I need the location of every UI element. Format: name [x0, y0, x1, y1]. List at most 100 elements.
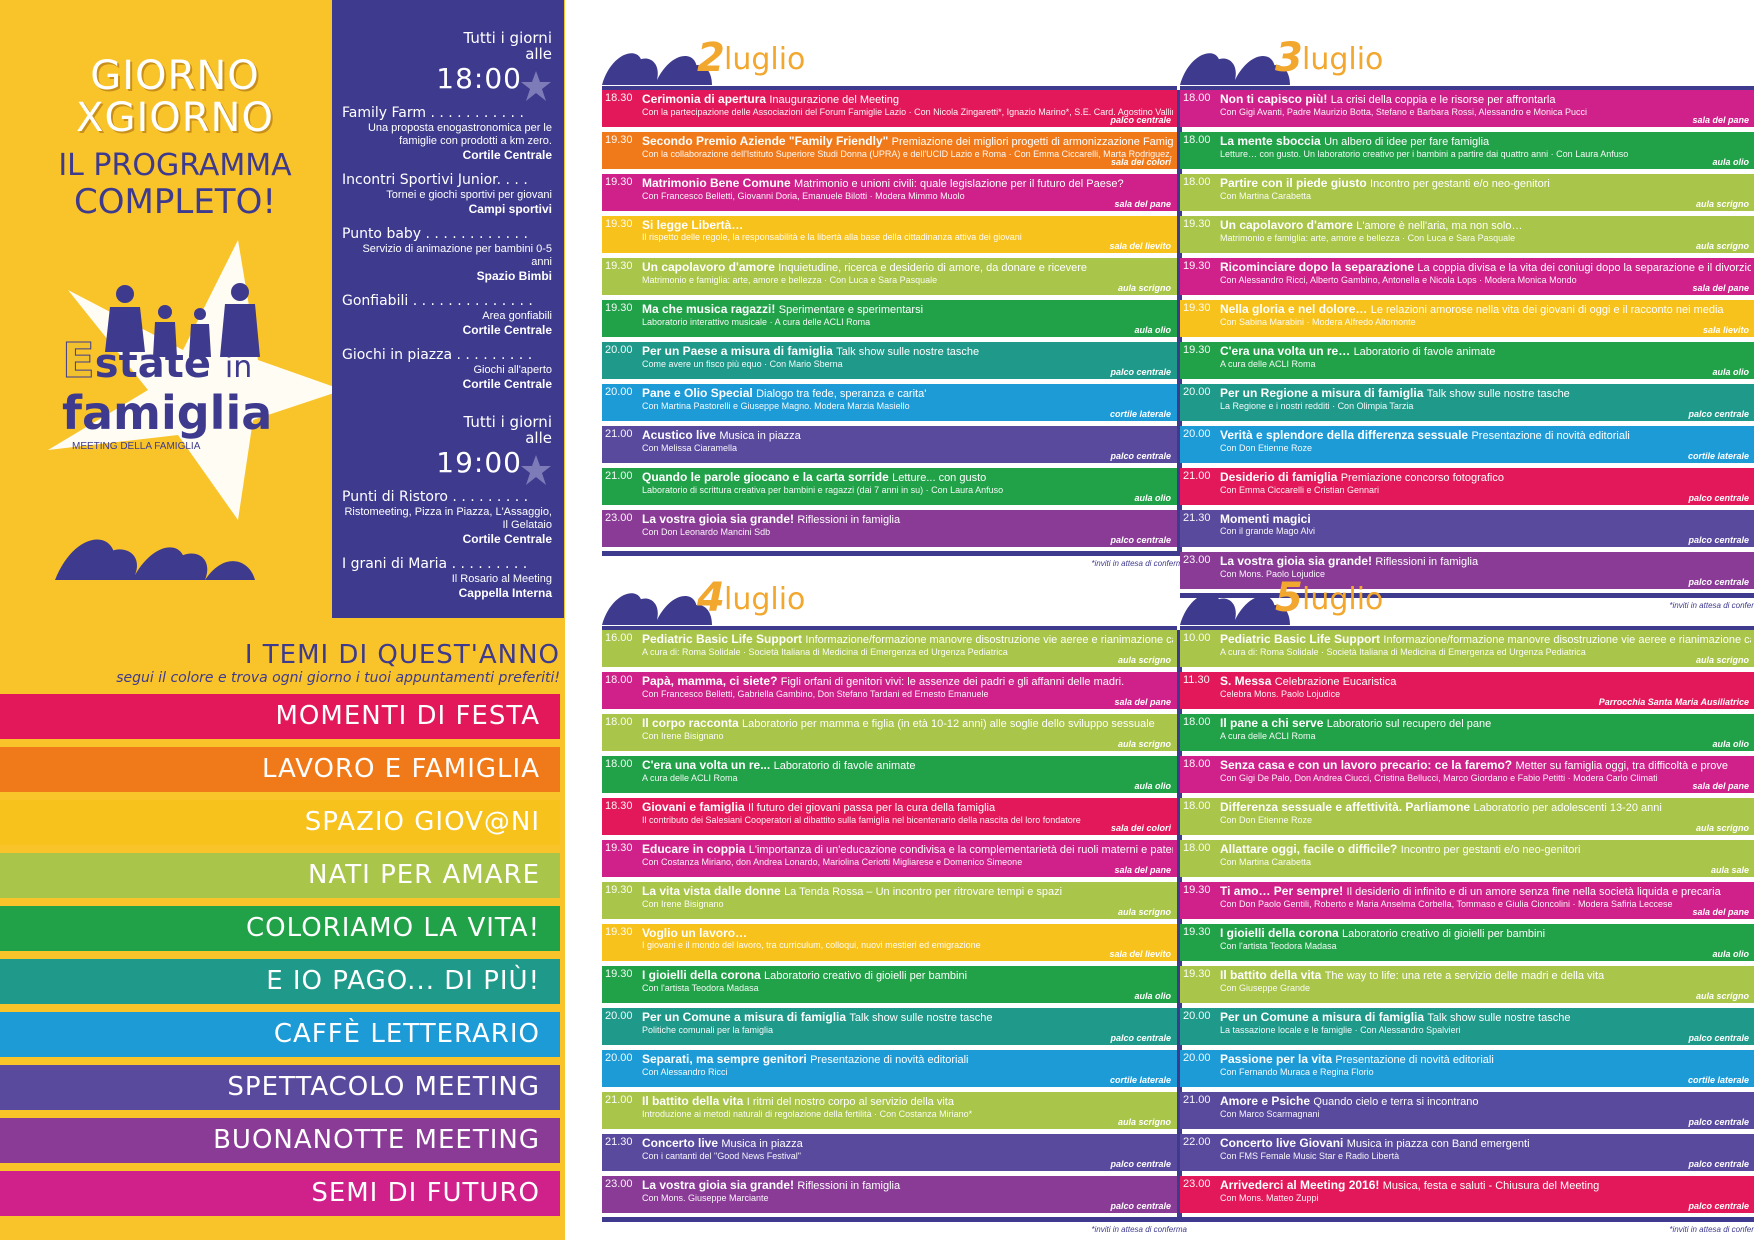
- star-icon: [521, 455, 551, 485]
- event-title-extra: Talk show sulle nostre tasche: [849, 1012, 993, 1024]
- event-title: Il pane a chi serve Laboratorio sul recu…: [1220, 716, 1751, 731]
- event-body: Amore e Psiche Quando cielo e terra si i…: [1216, 1092, 1754, 1129]
- event-speakers: Con Giuseppe Grande: [1220, 983, 1311, 993]
- event-body: Cerimonia di apertura Inaugurazione del …: [638, 90, 1177, 127]
- activity-name: I grani di Maria . . . . . . . . .: [342, 556, 528, 572]
- event-room: palco centrale: [1110, 535, 1171, 545]
- event-title: Pediatric Basic Life Support Informazion…: [642, 632, 1173, 647]
- event-room: palco centrale: [1688, 493, 1749, 503]
- activity-name: Punto baby . . . . . . . . . . . .: [342, 226, 528, 242]
- event-room: aula olio: [1712, 367, 1749, 377]
- theme-bar: E IO PAGO... DI PIÙ!: [0, 959, 560, 1004]
- event-body: Pediatric Basic Life Support Informazion…: [638, 630, 1177, 667]
- event-body: Nella gloria e nel dolore… Le relazioni …: [1216, 300, 1754, 337]
- event-title-main: Ricominciare dopo la separazione: [1220, 260, 1415, 274]
- event-time: 18.00: [1183, 176, 1211, 188]
- event-row: 21.30 Concerto live Musica in piazza Con i…: [602, 1134, 1177, 1171]
- event-time: 20.00: [605, 344, 633, 356]
- event-title: Ma che musica ragazzi! Sperimentare e sp…: [642, 302, 1173, 317]
- event-body: Papà, mamma, ci siete? Figli orfani di g…: [638, 672, 1177, 709]
- activity-place: Cortile Centrale: [462, 532, 552, 546]
- event-time: 20.00: [1183, 428, 1211, 440]
- event-title: Pediatric Basic Life Support Informazion…: [1220, 632, 1751, 647]
- event-time: 23.00: [605, 1178, 633, 1190]
- event-time: 23.00: [1183, 554, 1211, 566]
- event-row: 21.00 Quando le parole giocano e la carta…: [602, 468, 1177, 505]
- event-title: Momenti magici: [1220, 512, 1751, 526]
- event-title-main: Per un Comune a misura di famiglia: [642, 1010, 847, 1024]
- star-icon: [48, 240, 343, 520]
- event-title-main: Concerto live: [642, 1136, 719, 1150]
- event-time: 22.00: [1183, 1136, 1211, 1148]
- event-body: Concerto live Musica in piazza Con i cant…: [638, 1134, 1177, 1171]
- event-body: Senza casa e con un lavoro precario: ce …: [1216, 756, 1754, 793]
- event-title: Senza casa e con un lavoro precario: ce …: [1220, 758, 1751, 773]
- event-row: 21.00 Il battito della vita I ritmi del n…: [602, 1092, 1177, 1129]
- event-title-main: Un capolavoro d'amore: [1220, 218, 1353, 232]
- event-row: 19.30 Ma che musica ragazzi! Sperimentare…: [602, 300, 1177, 337]
- event-row: 21.00 Amore e Psiche Quando cielo e terra…: [1180, 1092, 1754, 1129]
- hour-block: Tutti i giorni alle 19:00: [342, 414, 552, 485]
- event-time: 19.30: [1183, 302, 1211, 314]
- event-time: 19.30: [1183, 926, 1211, 938]
- headline: GIORNO XGIORNO IL PROGRAMMA COMPLETO!: [30, 55, 320, 221]
- event-speakers: Con Alessandro Ricci: [642, 1067, 728, 1077]
- event-title: S. Messa Celebrazione Eucaristica: [1220, 674, 1751, 689]
- event-speakers: A cura di: Roma Solidale · Società Itali…: [1220, 647, 1586, 657]
- event-room: sala del lievito: [1109, 949, 1171, 959]
- event-speakers: A cura delle ACLI Roma: [1220, 731, 1316, 741]
- event-speakers: Celebra Mons. Paolo Lojudice: [1220, 689, 1341, 699]
- day-month: luglio: [1302, 582, 1384, 617]
- activity-place: Spazio Bimbi: [476, 269, 552, 283]
- theme-bar: SPAZIO GIOV@NI: [0, 800, 560, 845]
- event-title-extra: Laboratorio sul recupero del pane: [1326, 718, 1492, 730]
- event-title-extra: Il futuro dei giovani passa per la cura …: [748, 802, 996, 814]
- event-title-extra: Figli orfani di genitori vivi: le assenz…: [780, 676, 1125, 688]
- event-speakers: Il rispetto delle regole, la responsabil…: [642, 232, 1022, 242]
- event-body: Allattare oggi, facile o difficile? Inco…: [1216, 840, 1754, 877]
- activity-place: Cappella Interna: [458, 586, 552, 600]
- event-body: Un capolavoro d'amore L'amore è nell'ari…: [1216, 216, 1754, 253]
- event-body: Acustico live Musica in piazza Con Meliss…: [638, 426, 1177, 463]
- activity-desc: Una proposta enogastronomica per le fami…: [367, 122, 552, 147]
- event-room: aula olio: [1134, 325, 1171, 335]
- event-title-main: Differenza sessuale e affettività. Parli…: [1220, 800, 1471, 814]
- star-icon: [521, 71, 551, 101]
- event-time: 18.00: [1183, 800, 1211, 812]
- activity-desc: Il Rosario al Meeting: [451, 573, 552, 585]
- event-row: 20.00 Passione per la vita Presentazione …: [1180, 1050, 1754, 1087]
- event-title: Per un Comune a misura di famiglia Talk …: [1220, 1010, 1751, 1025]
- event-title-main: Concerto live Giovani: [1220, 1136, 1344, 1150]
- event-row: 18.00 Papà, mamma, ci siete? Figli orfani…: [602, 672, 1177, 709]
- theme-bar: LAVORO E FAMIGLIA: [0, 747, 560, 792]
- event-time: 18.00: [1183, 842, 1211, 854]
- event-row: 20.00 Separati, ma sempre genitori Presen…: [602, 1050, 1177, 1087]
- event-title-extra: La crisi della coppia e le risorse per a…: [1330, 94, 1556, 106]
- event-time: 20.00: [605, 1010, 633, 1022]
- event-row: 22.00 Concerto live Giovani Musica in pia…: [1180, 1134, 1754, 1171]
- event-room: cortile laterale: [1687, 1075, 1749, 1085]
- event-time: 18.30: [605, 800, 633, 812]
- event-time: 16.00: [605, 632, 633, 644]
- activity: Punto baby . . . . . . . . . . . . Serviz…: [342, 225, 552, 284]
- event-body: Voglio un lavoro… I giovani e il mondo de…: [638, 924, 1177, 961]
- activity-desc: Servizio di animazione per bambini 0-5 a…: [362, 243, 552, 268]
- event-row: 20.00 Per un Comune a misura di famiglia …: [1180, 1008, 1754, 1045]
- event-title-extra: Laboratorio creativo di gioielli per bam…: [1342, 928, 1546, 940]
- event-room: aula sale: [1710, 865, 1749, 875]
- event-body: La vostra gioia sia grande! Riflessioni …: [638, 510, 1177, 547]
- event-time: 19.30: [605, 218, 633, 230]
- event-time: 19.30: [1183, 344, 1211, 356]
- event-title: Partire con il piede giusto Incontro per…: [1220, 176, 1751, 191]
- event-room: sala del pane: [1692, 115, 1749, 125]
- event-speakers: Matrimonio e famiglia: arte, amore e bel…: [642, 275, 938, 285]
- event-title-main: Pane e Olio Special: [642, 386, 753, 400]
- day-month: luglio: [1302, 42, 1384, 77]
- event-title: I gioielli della corona Laboratorio crea…: [642, 968, 1173, 983]
- event-title: Il corpo racconta Laboratorio per mamma …: [642, 716, 1173, 731]
- event-body: La vostra gioia sia grande! Riflessioni …: [638, 1176, 1177, 1213]
- event-speakers: A cura delle ACLI Roma: [1220, 359, 1316, 369]
- event-title-extra: Talk show sulle nostre tasche: [836, 346, 980, 358]
- event-title: Papà, mamma, ci siete? Figli orfani di g…: [642, 674, 1173, 689]
- event-title: Differenza sessuale e affettività. Parli…: [1220, 800, 1751, 815]
